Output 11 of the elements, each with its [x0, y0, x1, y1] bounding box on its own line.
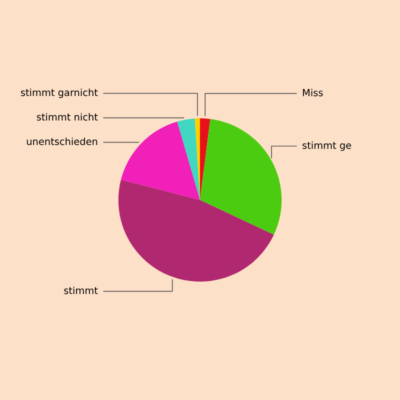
- pie-slice: [177, 118, 200, 200]
- pie-slice: [200, 118, 210, 200]
- pie-slice: [118, 180, 274, 282]
- slice-label: stimmt ge: [302, 141, 352, 151]
- slice-label: Miss: [302, 88, 323, 96]
- pie-slice: [120, 122, 200, 200]
- pie-slice: [200, 119, 282, 235]
- slice-label: stimmt nicht: [36, 113, 98, 121]
- slice-label: unentschieden: [26, 138, 98, 146]
- slice-label: stimmt: [64, 286, 98, 294]
- slice-label: stimmt garnicht: [20, 88, 98, 98]
